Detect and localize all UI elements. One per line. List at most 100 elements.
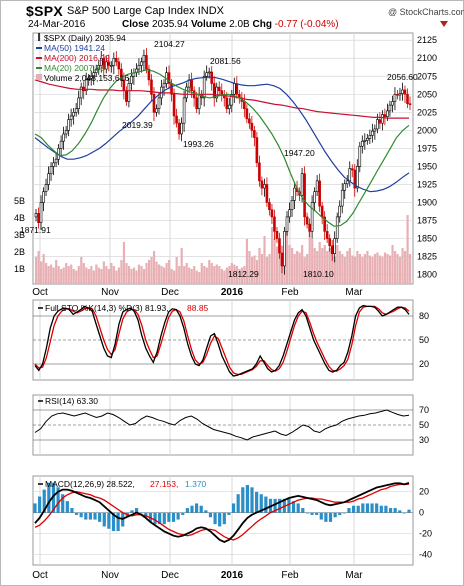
candle-body — [293, 187, 296, 201]
candle-body — [283, 231, 286, 267]
macd-histogram-bar — [291, 501, 296, 513]
annotation-1871.91: 1871.91 — [20, 225, 51, 235]
macd-histogram-bar — [305, 512, 310, 514]
macd-histogram-bar — [190, 505, 194, 513]
candle-body — [376, 119, 379, 130]
candle-body — [330, 245, 334, 255]
macd-histogram-bar — [315, 512, 319, 515]
candle-body — [145, 55, 148, 70]
macd-histogram-bar — [259, 494, 263, 513]
volume-bar — [409, 254, 412, 284]
macd-histogram-bar — [213, 512, 217, 525]
candle-body — [94, 68, 98, 73]
volume-bar — [243, 266, 246, 284]
macd-histogram-bar — [319, 512, 323, 520]
macd-histogram-bar — [42, 489, 46, 513]
volume-bar — [341, 254, 344, 284]
x-tick-label-bottom-Dec: Dec — [161, 570, 179, 581]
volume-bar — [386, 254, 389, 284]
candle-body — [278, 238, 281, 254]
macd-histogram-bar — [144, 512, 148, 518]
volume-bar — [77, 266, 80, 284]
macd-histogram-bar — [384, 505, 388, 513]
candle-body — [102, 57, 106, 70]
macd-histogram-bar — [361, 503, 365, 513]
volume-bar — [97, 267, 100, 284]
candle-body — [54, 158, 58, 164]
candle-body — [180, 122, 183, 135]
chart-date: 24-Mar-2016 — [28, 19, 86, 30]
candle-body — [313, 191, 316, 203]
macd-histogram-bar — [176, 512, 180, 520]
annotation-2104.27: 2104.27 — [154, 39, 185, 49]
price-y-tick-2125: 2125 — [417, 35, 437, 45]
volume-bar — [105, 266, 108, 284]
candle-body — [130, 75, 133, 84]
x-tick-label-Dec: Dec — [161, 287, 179, 298]
candle-body — [371, 130, 374, 136]
volume-bar — [351, 255, 354, 284]
candle-body — [137, 65, 141, 70]
macd-histogram-bar — [93, 512, 97, 520]
volume-bar — [140, 266, 143, 284]
candle-body — [167, 72, 171, 84]
candle-body — [358, 145, 362, 167]
price-y-tick-2050: 2050 — [417, 89, 437, 99]
candle-body — [268, 202, 271, 211]
candle-body — [207, 71, 211, 74]
macd-histogram-bar — [218, 512, 222, 527]
volume-bar — [348, 248, 351, 284]
macd-histogram-bar — [356, 505, 360, 513]
close-value: 2035.94 — [152, 19, 189, 30]
price-y-tick-2100: 2100 — [417, 53, 437, 63]
volume-bar — [60, 269, 63, 284]
candle-body — [112, 57, 116, 66]
volume-bar — [52, 267, 55, 284]
rsi-line — [34, 409, 410, 441]
candle-body — [89, 75, 93, 79]
macd-histogram-bar — [116, 512, 120, 532]
down-arrow-icon — [440, 21, 448, 27]
volume-bar — [383, 252, 387, 284]
candle-body — [288, 209, 291, 218]
candle-body — [120, 68, 123, 81]
volume-bar — [57, 266, 60, 284]
volume-bar — [291, 248, 294, 284]
macd-histogram-bar — [38, 496, 42, 513]
ticker-symbol: $SPX — [26, 3, 63, 19]
volume-bar — [238, 269, 241, 284]
volume-bar — [255, 260, 259, 284]
volume-bar — [225, 267, 228, 284]
macd-histogram-bar — [208, 512, 213, 518]
candle-body — [235, 83, 239, 95]
volume-bar — [195, 270, 198, 284]
candle-body — [202, 75, 206, 99]
legend-item: Volume 2,048,153,616 — [44, 73, 129, 83]
macd-histogram-bar — [134, 508, 139, 513]
macd-histogram-bar — [167, 512, 171, 522]
candle-body — [175, 115, 178, 124]
sto-d-line — [34, 305, 410, 376]
x-tick-label-Nov: Nov — [101, 287, 119, 298]
candle-body — [383, 114, 387, 117]
candle-body — [406, 94, 409, 104]
price-y-tick-2000: 2000 — [417, 125, 437, 135]
volume-bar — [95, 264, 98, 284]
x-tick-label-Feb: Feb — [281, 287, 299, 298]
candle-body — [401, 89, 404, 94]
candle-body — [205, 72, 208, 77]
x-tick-label-bottom-2016: 2016 — [221, 570, 244, 581]
volume-bar — [346, 251, 349, 284]
price-y-tick-2025: 2025 — [417, 107, 437, 117]
candle-body — [328, 238, 331, 247]
volume-bar — [381, 257, 384, 284]
volume-bar — [208, 260, 211, 284]
rsi-y-tick-70: 70 — [419, 405, 429, 415]
volume-bar — [200, 263, 203, 284]
volume-bar — [311, 239, 314, 284]
volume-bar — [203, 266, 206, 284]
annotation-1947.20: 1947.20 — [284, 148, 315, 158]
volume-bar — [147, 260, 151, 284]
macd-histogram-bar — [310, 512, 314, 515]
candle-body — [320, 205, 324, 218]
